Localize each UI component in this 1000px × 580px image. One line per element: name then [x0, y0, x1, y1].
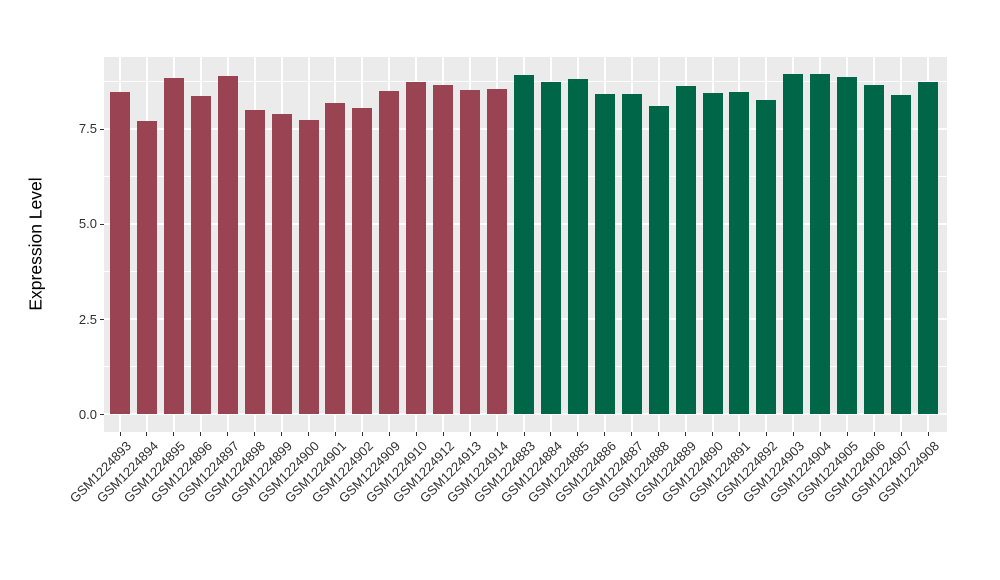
- x-tick-mark: [658, 432, 660, 436]
- bar-GSM1224910: [406, 82, 427, 415]
- x-tick-mark: [308, 432, 310, 436]
- y-tick-mark: [100, 223, 104, 225]
- bar-GSM1224914: [487, 88, 508, 415]
- bar-GSM1224896: [190, 96, 211, 415]
- x-tick-mark: [334, 432, 336, 436]
- bar-GSM1224900: [298, 119, 319, 415]
- bar-GSM1224897: [217, 76, 238, 415]
- x-tick-mark: [604, 432, 606, 436]
- x-tick-mark: [685, 432, 687, 436]
- x-tick-mark: [819, 432, 821, 436]
- x-tick-mark: [281, 432, 283, 436]
- bar-GSM1224891: [729, 92, 750, 415]
- x-tick-mark: [927, 432, 929, 436]
- bar-GSM1224887: [621, 94, 642, 415]
- x-tick-mark: [550, 432, 552, 436]
- x-tick-mark: [173, 432, 175, 436]
- x-tick-mark: [738, 432, 740, 436]
- bar-GSM1224894: [136, 120, 157, 415]
- x-tick-mark: [577, 432, 579, 436]
- bar-GSM1224904: [810, 74, 831, 415]
- bar-GSM1224898: [244, 109, 265, 415]
- bar-GSM1224905: [837, 77, 858, 415]
- bar-GSM1224903: [783, 74, 804, 415]
- plot-panel: [104, 57, 947, 432]
- x-tick-mark: [496, 432, 498, 436]
- bar-GSM1224913: [460, 90, 481, 415]
- gridline-major-y-0: [104, 413, 947, 416]
- bar-GSM1224907: [891, 94, 912, 415]
- x-tick-mark: [873, 432, 875, 436]
- bar-GSM1224885: [567, 79, 588, 415]
- bar-GSM1224908: [918, 82, 938, 415]
- x-tick-mark: [523, 432, 525, 436]
- x-tick-mark: [442, 432, 444, 436]
- x-tick-mark: [846, 432, 848, 436]
- x-tick-mark: [361, 432, 363, 436]
- bar-GSM1224892: [756, 99, 777, 415]
- bar-GSM1224909: [379, 90, 400, 415]
- x-tick-mark: [765, 432, 767, 436]
- x-tick-mark: [792, 432, 794, 436]
- bar-GSM1224886: [594, 94, 615, 415]
- bar-GSM1224901: [325, 103, 346, 415]
- bar-GSM1224912: [433, 85, 454, 415]
- bar-GSM1224883: [514, 75, 534, 415]
- x-tick-mark: [200, 432, 202, 436]
- y-tick-label-2.5: 2.5: [78, 311, 97, 327]
- y-tick-label-7.5: 7.5: [78, 121, 97, 137]
- y-tick-label-5.0: 5.0: [78, 216, 97, 232]
- bar-GSM1224888: [648, 106, 669, 415]
- x-tick-mark: [900, 432, 902, 436]
- y-axis-title: Expression Level: [25, 177, 46, 311]
- x-tick-mark: [254, 432, 256, 436]
- bar-GSM1224890: [702, 93, 723, 415]
- x-tick-mark: [631, 432, 633, 436]
- y-tick-label-0.0: 0.0: [78, 406, 97, 422]
- bar-GSM1224884: [540, 81, 561, 415]
- bar-GSM1224902: [352, 108, 373, 415]
- bar-GSM1224895: [163, 77, 184, 415]
- x-tick-mark: [146, 432, 148, 436]
- bar-GSM1224889: [675, 86, 696, 415]
- x-tick-mark: [469, 432, 471, 436]
- y-tick-mark: [100, 414, 104, 416]
- x-tick-mark: [712, 432, 714, 436]
- x-tick-mark: [388, 432, 390, 436]
- x-tick-mark: [415, 432, 417, 436]
- bar-GSM1224899: [271, 113, 292, 415]
- y-tick-mark: [100, 319, 104, 321]
- x-tick-mark: [119, 432, 121, 436]
- bar-GSM1224893: [110, 91, 130, 415]
- x-tick-mark: [227, 432, 229, 436]
- y-tick-mark: [100, 128, 104, 130]
- bar-GSM1224906: [864, 84, 885, 415]
